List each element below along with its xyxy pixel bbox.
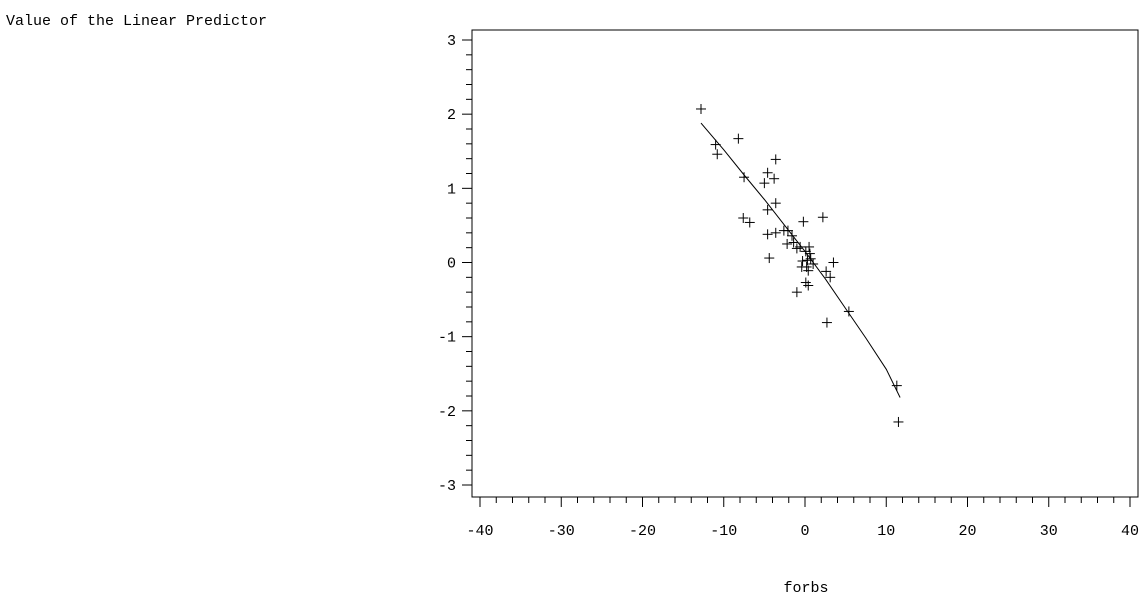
data-point <box>788 237 799 248</box>
x-tick-label: 10 <box>877 523 895 540</box>
data-point <box>762 167 773 178</box>
y-tick-label: -1 <box>438 330 456 347</box>
data-point <box>797 256 808 267</box>
data-point <box>782 225 793 236</box>
data-point <box>764 253 775 264</box>
data-point <box>762 204 773 215</box>
data-point <box>828 257 839 268</box>
plot-frame <box>471 29 1139 498</box>
y-axis-title: Value of the Linear Predictor <box>6 13 267 30</box>
data-point <box>738 213 749 223</box>
data-point <box>821 266 832 277</box>
data-point <box>800 277 811 288</box>
data-point <box>770 227 781 238</box>
data-point <box>710 139 721 150</box>
data-point <box>804 248 815 259</box>
data-point <box>893 416 904 427</box>
x-tick-label: -30 <box>548 523 575 540</box>
x-axis-title: forbs <box>783 580 828 597</box>
y-tick-label: -2 <box>438 404 456 421</box>
data-point <box>712 149 723 160</box>
data-point <box>791 287 802 298</box>
x-tick-label: -20 <box>629 523 656 540</box>
data-point <box>696 103 706 114</box>
x-tick-label: -10 <box>710 523 737 540</box>
data-point <box>769 173 780 184</box>
data-point <box>843 306 854 317</box>
data-point <box>744 217 755 228</box>
data-points <box>696 103 904 427</box>
x-tick-label: 40 <box>1121 523 1139 540</box>
x-axis: -40 -30 -20 -10 0 10 20 30 40 <box>466 497 1139 540</box>
data-point <box>733 133 744 144</box>
data-point <box>803 280 814 291</box>
x-tick-label: 0 <box>800 523 809 540</box>
y-tick-label: 1 <box>447 181 456 198</box>
data-point <box>762 229 773 240</box>
data-point <box>770 154 781 165</box>
data-point <box>739 172 750 183</box>
x-tick-label: -40 <box>466 523 493 540</box>
fit-line <box>700 122 901 398</box>
data-point <box>795 241 806 252</box>
x-tick-label: 30 <box>1040 523 1058 540</box>
y-tick-label: 2 <box>447 107 456 124</box>
data-point <box>821 317 832 328</box>
x-tick-label: 20 <box>958 523 976 540</box>
data-point <box>808 258 819 269</box>
data-point <box>759 178 770 189</box>
data-point <box>825 272 836 283</box>
data-point <box>770 198 781 209</box>
y-axis: -3 -2 -1 0 1 2 3 <box>438 33 472 495</box>
y-tick-label: 3 <box>447 33 456 50</box>
data-point <box>798 216 809 227</box>
fitted-curve <box>700 122 901 398</box>
y-tick-label: 0 <box>447 256 456 273</box>
data-point <box>891 380 902 391</box>
data-point <box>805 253 816 264</box>
data-point <box>782 238 793 249</box>
data-point <box>803 265 814 276</box>
data-point <box>804 241 815 252</box>
data-point <box>817 212 828 223</box>
y-tick-label: -3 <box>438 478 456 495</box>
data-point <box>787 230 797 241</box>
